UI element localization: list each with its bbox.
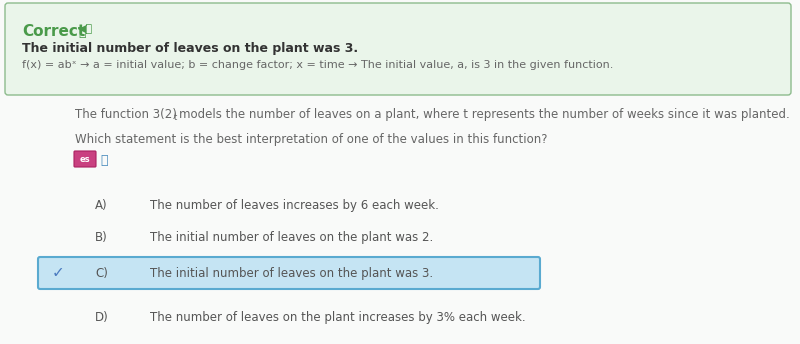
Text: 🔊: 🔊 <box>78 26 86 39</box>
Text: The initial number of leaves on the plant was 3.: The initial number of leaves on the plan… <box>22 42 358 55</box>
Text: D): D) <box>95 312 109 324</box>
Text: B): B) <box>95 232 108 245</box>
Text: 🔊: 🔊 <box>100 153 107 166</box>
FancyBboxPatch shape <box>38 257 540 289</box>
FancyBboxPatch shape <box>74 151 96 167</box>
Text: A): A) <box>95 200 108 213</box>
Text: ✓: ✓ <box>52 266 65 280</box>
Text: f(x) = abˣ → a = initial value; b = change factor; x = time → The initial value,: f(x) = abˣ → a = initial value; b = chan… <box>22 60 614 70</box>
Text: ◀⧖: ◀⧖ <box>78 24 93 34</box>
Text: es: es <box>80 154 90 163</box>
FancyBboxPatch shape <box>5 3 791 95</box>
Text: models the number of leaves on a plant, where t represents the number of weeks s: models the number of leaves on a plant, … <box>179 108 790 121</box>
Text: C): C) <box>95 267 108 279</box>
Text: t: t <box>174 113 178 122</box>
Text: Correct: Correct <box>22 24 86 39</box>
Text: The function 3(2): The function 3(2) <box>75 108 177 121</box>
Text: The initial number of leaves on the plant was 2.: The initial number of leaves on the plan… <box>150 232 434 245</box>
Text: The number of leaves on the plant increases by 3% each week.: The number of leaves on the plant increa… <box>150 312 526 324</box>
Text: The initial number of leaves on the plant was 3.: The initial number of leaves on the plan… <box>150 267 433 279</box>
Text: Which statement is the best interpretation of one of the values in this function: Which statement is the best interpretati… <box>75 133 547 146</box>
Text: The number of leaves increases by 6 each week.: The number of leaves increases by 6 each… <box>150 200 439 213</box>
